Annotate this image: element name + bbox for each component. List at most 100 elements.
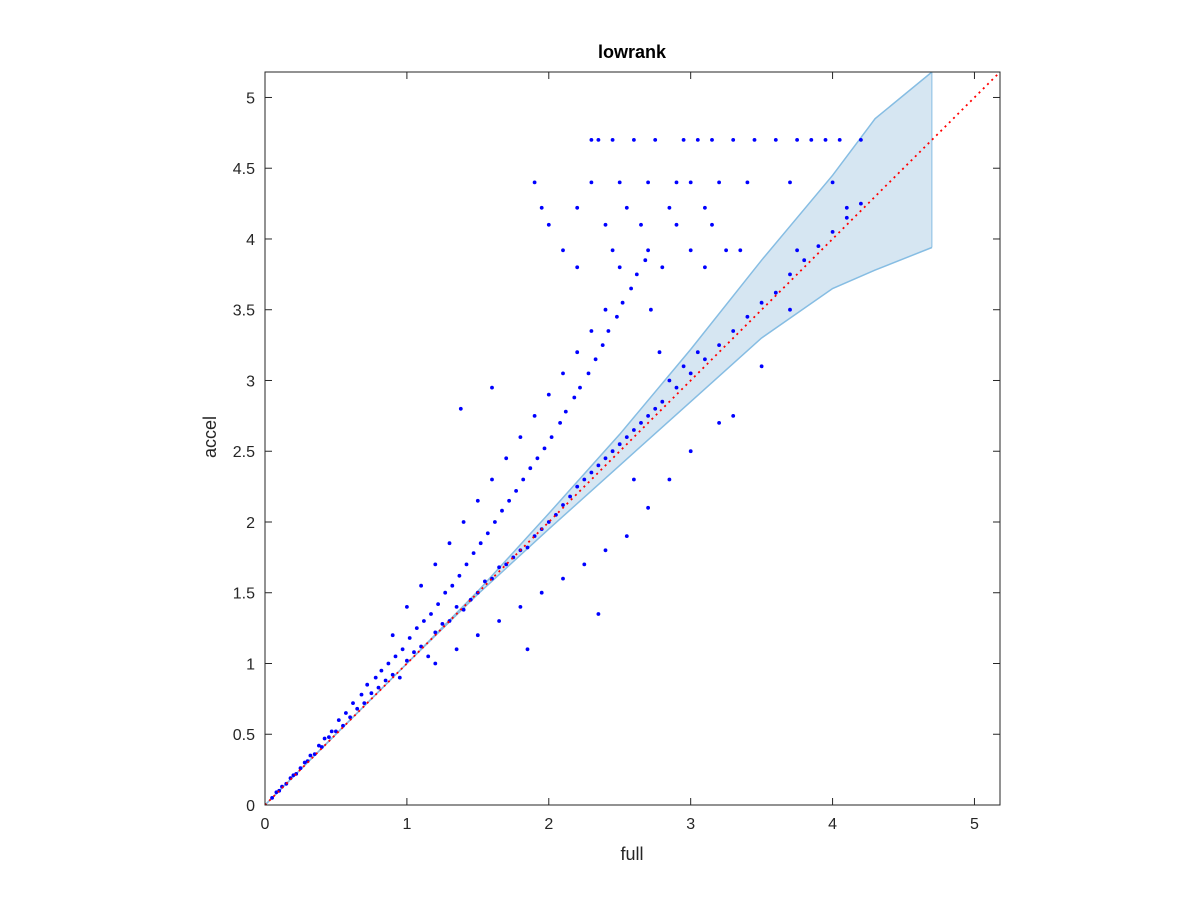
data-point [607,329,611,333]
data-point [788,273,792,277]
data-point [594,357,598,361]
data-point [561,503,565,507]
data-point [441,622,445,626]
data-point [795,248,799,252]
data-point [561,248,565,252]
data-point [746,181,750,185]
data-point [490,386,494,390]
data-point [611,449,615,453]
data-point [462,608,466,612]
data-point [635,273,639,277]
data-point [639,223,643,227]
data-point [391,673,395,677]
data-point [653,407,657,411]
data-point [370,691,374,695]
data-point [270,796,274,800]
data-point [625,534,629,538]
y-tick-label: 4 [246,232,255,249]
y-tick-label: 3 [246,373,255,390]
data-point [323,737,327,741]
data-point [419,584,423,588]
data-point [528,466,532,470]
data-point [646,248,650,252]
data-point [615,315,619,319]
data-point [448,541,452,545]
data-point [526,546,530,550]
data-point [561,372,565,376]
data-point [490,478,494,482]
data-point [415,626,419,630]
data-point [365,683,369,687]
data-point [845,216,849,220]
data-point [632,138,636,142]
data-point [497,619,501,623]
data-point [575,265,579,269]
data-point [639,421,643,425]
data-point [455,647,459,651]
x-tick-label: 5 [970,816,979,833]
data-point [604,456,608,460]
data-point [760,301,764,305]
data-point [731,414,735,418]
data-point [658,350,662,354]
data-point [668,478,672,482]
data-point [374,676,378,680]
x-axis-label: full [620,844,643,864]
data-point [731,329,735,333]
data-point [611,138,615,142]
data-point [760,364,764,368]
data-point [682,138,686,142]
data-point [831,230,835,234]
data-point [703,206,707,210]
data-point [405,659,409,663]
data-point [643,258,647,262]
data-point [429,612,433,616]
data-point [514,489,518,493]
data-point [604,308,608,312]
data-point [536,456,540,460]
data-point [526,647,530,651]
data-point [564,410,568,414]
data-point [575,485,579,489]
data-point [568,495,572,499]
data-point [632,478,636,482]
data-point [465,563,469,567]
data-point [483,580,487,584]
x-tick-label: 2 [544,816,553,833]
data-point [710,138,714,142]
data-point [540,206,544,210]
data-point [533,181,537,185]
data-point [405,605,409,609]
y-axis-label: accel [200,416,220,458]
data-point [689,248,693,252]
data-point [504,456,508,460]
data-point [788,181,792,185]
data-point [497,565,501,569]
data-point [604,223,608,227]
data-point [330,730,334,734]
data-point [455,605,459,609]
data-point [462,520,466,524]
data-point [519,605,523,609]
data-point [646,414,650,418]
data-point [618,442,622,446]
data-point [433,631,437,635]
chart-title: lowrank [598,42,667,62]
data-point [717,421,721,425]
data-point [377,686,381,690]
data-point [486,531,490,535]
data-point [547,393,551,397]
data-point [625,435,629,439]
data-point [738,248,742,252]
data-point [500,509,504,513]
y-tick-label: 2.5 [233,444,255,461]
data-point [859,138,863,142]
data-point [521,478,525,482]
data-point [348,715,352,719]
data-point [561,577,565,581]
data-point [436,602,440,606]
data-point [327,735,331,739]
data-point [625,206,629,210]
